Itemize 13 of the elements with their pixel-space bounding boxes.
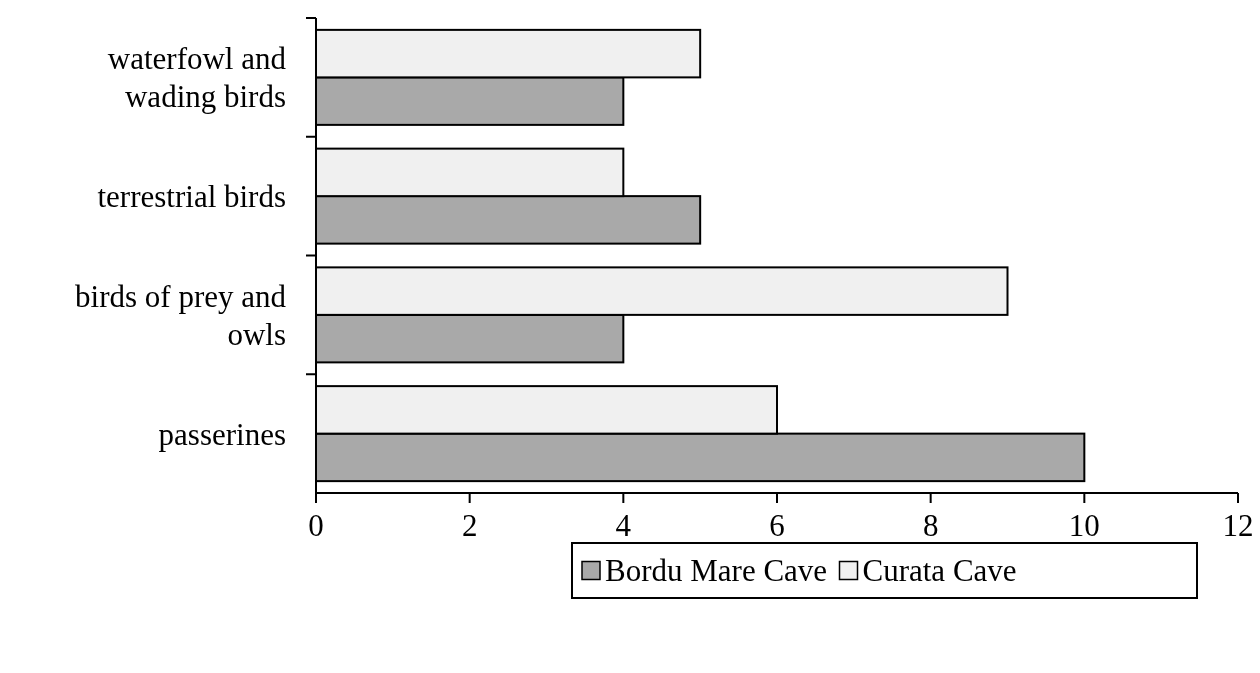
legend-label: Bordu Mare Cave <box>605 553 828 588</box>
y-tick-label: birds of prey and owls <box>75 278 287 352</box>
x-tick-label: 4 <box>615 508 632 543</box>
legend-label: Curata Cave <box>862 553 1017 588</box>
y-tick-label: passerines <box>158 416 286 452</box>
y-tick-label: waterfowl and wading birds <box>107 40 287 114</box>
x-tick-label: 2 <box>461 508 478 543</box>
x-tick-label: 12 <box>1222 508 1254 543</box>
x-tick-label: 10 <box>1068 508 1100 543</box>
x-tick-label: 6 <box>769 508 785 543</box>
x-tick-label: 0 <box>308 508 324 543</box>
y-tick-label: terrestrial birds <box>97 178 286 214</box>
x-tick-label: 8 <box>922 508 939 543</box>
